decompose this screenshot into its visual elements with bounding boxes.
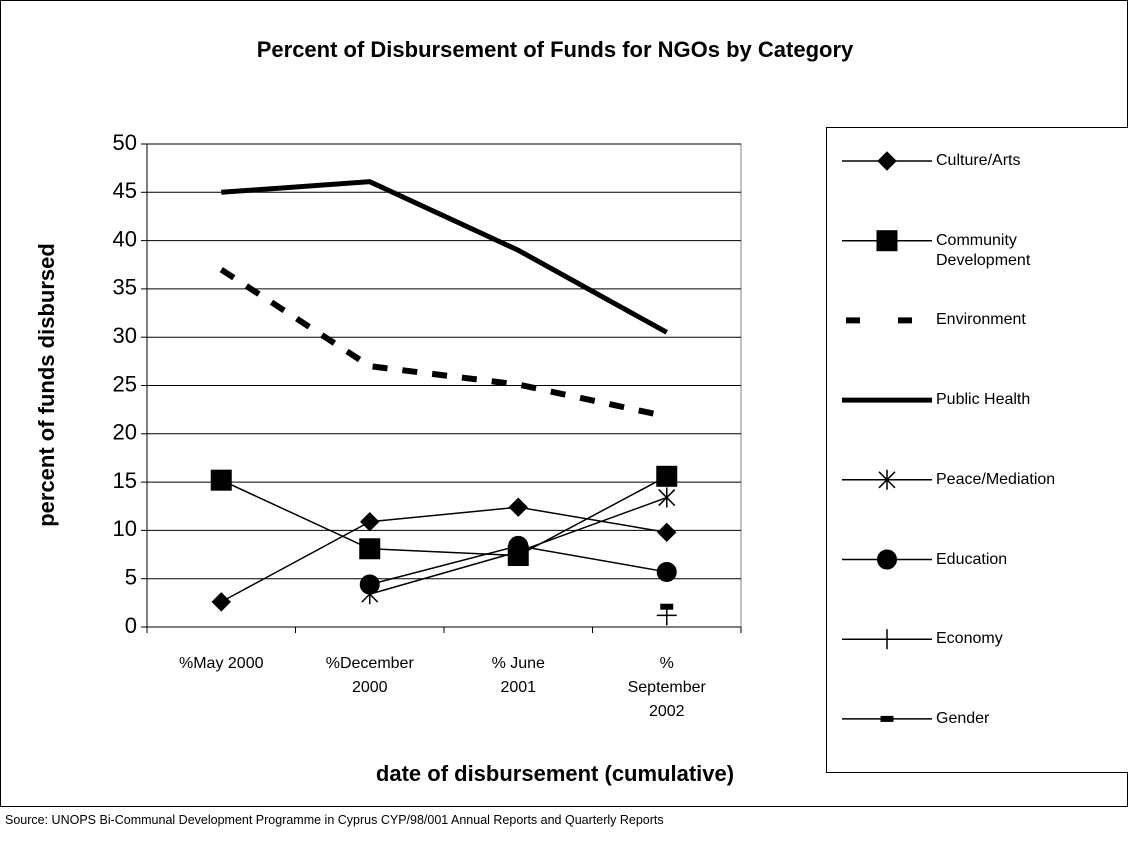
marker	[658, 487, 676, 508]
marker	[877, 629, 897, 650]
marker	[360, 511, 380, 532]
y-tick-label: 0	[125, 613, 137, 638]
y-tick-label: 50	[113, 130, 137, 155]
x-axis-label: date of disbursement (cumulative)	[376, 761, 734, 786]
legend-label: Community Development	[936, 231, 1031, 269]
y-tick-label: 5	[125, 565, 137, 590]
y-tick-label: 25	[113, 371, 137, 396]
y-tick-label: 10	[113, 516, 137, 541]
legend-label: Economy	[936, 630, 1003, 648]
y-tick-label: 20	[113, 420, 137, 445]
marker	[211, 592, 231, 612]
y-tick-label: 30	[113, 323, 137, 348]
marker	[877, 549, 897, 570]
series-line	[220, 506, 667, 603]
legend-label: Culture/Arts	[936, 152, 1021, 169]
y-tick-label: 40	[113, 226, 137, 251]
legend-box	[826, 127, 1128, 773]
y-tick-label: 45	[113, 178, 137, 203]
marker	[656, 465, 678, 487]
marker	[660, 603, 674, 610]
y-tick-label: 35	[113, 275, 137, 300]
marker	[508, 497, 528, 517]
legend-label: Education	[936, 550, 1008, 568]
marker	[877, 151, 897, 171]
series-line	[219, 267, 668, 420]
legend-label: Public Health	[936, 391, 1031, 409]
x-tick-label: %May 2000	[179, 655, 264, 672]
y-axis-label: percent of funds disbursed	[34, 243, 59, 527]
legend-label: Environment	[936, 311, 1026, 329]
marker	[359, 574, 380, 595]
marker	[508, 535, 529, 556]
legend-label: Gender	[936, 709, 990, 727]
x-tick-label: % September 2002	[627, 655, 706, 720]
marker	[880, 715, 894, 722]
series-line	[220, 475, 668, 557]
marker	[210, 469, 232, 491]
chart-title: Percent of Disbursement of Funds for NGO…	[257, 37, 854, 62]
marker	[656, 561, 677, 582]
y-tick-label: 15	[113, 468, 137, 493]
source-note: Source: UNOPS Bi-Communal Development Pr…	[5, 813, 664, 827]
marker	[359, 538, 381, 560]
legend-label: Peace/Mediation	[936, 470, 1056, 488]
series-line	[221, 179, 668, 335]
x-tick-label: % June 2001	[491, 655, 545, 696]
marker	[876, 230, 898, 252]
marker	[878, 469, 896, 490]
x-tick-label: %December 2000	[325, 655, 414, 696]
marker	[657, 522, 677, 543]
